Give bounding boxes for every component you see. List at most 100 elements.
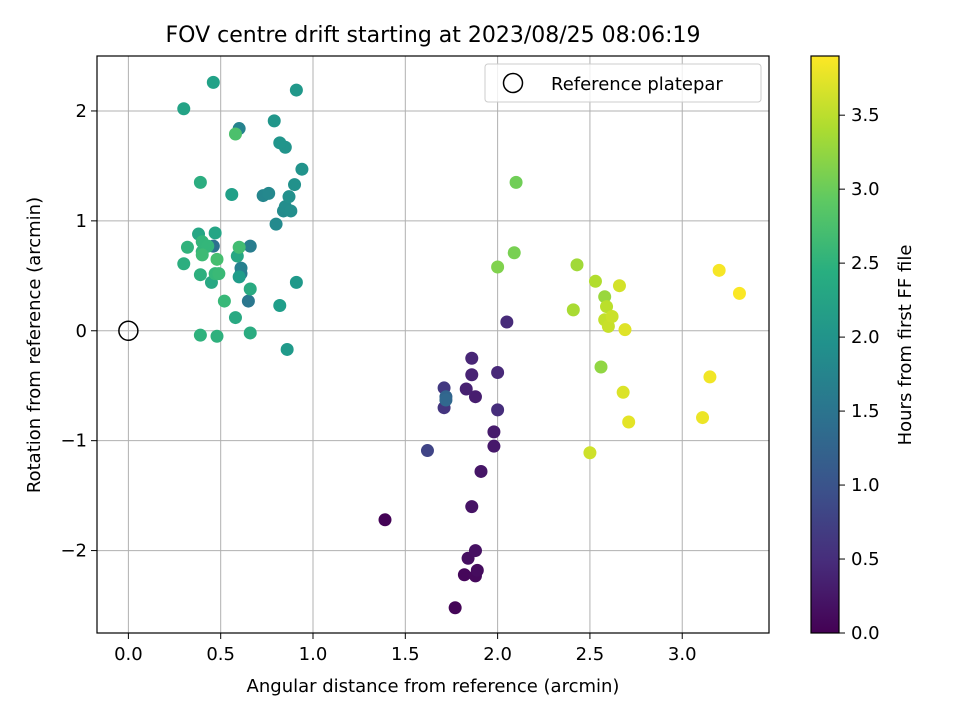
data-point bbox=[601, 319, 615, 333]
data-point bbox=[378, 513, 392, 527]
x-tick-label: 1.5 bbox=[391, 644, 420, 665]
x-axis-label: Angular distance from reference (arcmin) bbox=[247, 676, 620, 697]
data-point bbox=[208, 226, 222, 240]
data-point bbox=[468, 544, 482, 558]
data-point bbox=[468, 390, 482, 404]
legend-label: Reference platepar bbox=[551, 74, 723, 95]
data-point bbox=[600, 300, 614, 314]
data-point bbox=[566, 303, 580, 317]
data-point bbox=[243, 239, 257, 253]
data-point bbox=[487, 439, 501, 453]
legend-marker-reference bbox=[502, 72, 524, 94]
data-point bbox=[273, 136, 287, 150]
data-point bbox=[696, 411, 710, 425]
colorbar-tick-label: 3.5 bbox=[851, 105, 880, 126]
colorbar-tick-label: 0.0 bbox=[851, 623, 880, 644]
data-point bbox=[509, 175, 523, 189]
y-tick-label: 1 bbox=[76, 211, 87, 232]
data-point bbox=[228, 311, 242, 325]
colorbar-tick-label: 1.0 bbox=[851, 475, 880, 496]
data-point bbox=[193, 175, 207, 189]
colorbar-label: Hours from first FF file bbox=[895, 245, 916, 446]
data-point bbox=[206, 75, 220, 89]
data-point bbox=[616, 385, 630, 399]
data-point bbox=[177, 257, 191, 271]
y-axis-ticks: −2 −1 0 1 2 bbox=[60, 101, 97, 562]
colorbar: 0.0 0.5 1.0 1.5 2.0 2.5 3.0 3.5 Hours from firs… bbox=[810, 55, 916, 644]
data-point bbox=[470, 563, 484, 577]
data-point bbox=[273, 298, 287, 312]
data-point bbox=[269, 217, 283, 231]
reference-platepar-marker bbox=[118, 320, 139, 342]
data-point bbox=[243, 282, 257, 296]
data-point bbox=[241, 294, 255, 308]
data-point bbox=[491, 260, 505, 274]
data-point bbox=[583, 446, 597, 460]
data-point bbox=[605, 309, 619, 323]
x-tick-label: 0.0 bbox=[114, 644, 143, 665]
data-point bbox=[459, 382, 473, 396]
data-point bbox=[703, 370, 717, 384]
data-point bbox=[232, 240, 246, 254]
data-point bbox=[288, 178, 302, 192]
data-point bbox=[712, 263, 726, 277]
data-point bbox=[588, 274, 602, 288]
data-point bbox=[439, 393, 453, 407]
colorbar-tick-label: 1.5 bbox=[851, 401, 880, 422]
data-point bbox=[267, 114, 281, 128]
x-axis-ticks: 0.0 0.5 1.0 1.5 2.0 2.5 3.0 bbox=[114, 633, 697, 665]
data-point bbox=[284, 204, 298, 218]
grid bbox=[97, 56, 769, 633]
data-point bbox=[262, 186, 276, 200]
colorbar-tick-label: 3.0 bbox=[851, 179, 880, 200]
data-point bbox=[280, 342, 294, 356]
legend: Reference platepar bbox=[484, 63, 762, 103]
data-point bbox=[612, 279, 626, 293]
y-tick-label: −1 bbox=[60, 431, 87, 452]
data-point bbox=[225, 187, 239, 201]
data-point bbox=[232, 270, 246, 284]
data-point bbox=[622, 415, 636, 429]
colorbar-tick-label: 2.0 bbox=[851, 327, 880, 348]
data-point bbox=[594, 360, 608, 374]
data-point bbox=[618, 323, 632, 337]
data-point bbox=[210, 252, 224, 266]
colorbar-gradient bbox=[810, 55, 840, 634]
data-point bbox=[457, 568, 471, 582]
data-point bbox=[282, 190, 296, 204]
data-point bbox=[180, 240, 194, 254]
data-point bbox=[195, 248, 209, 262]
x-tick-label: 2.5 bbox=[576, 644, 605, 665]
colorbar-ticks: 0.0 0.5 1.0 1.5 2.0 2.5 3.0 3.5 bbox=[839, 105, 880, 644]
data-point bbox=[474, 464, 488, 478]
plot-frame bbox=[96, 55, 770, 634]
data-point bbox=[193, 268, 207, 282]
x-tick-label: 2.0 bbox=[483, 644, 512, 665]
data-point bbox=[500, 315, 514, 329]
data-point bbox=[210, 329, 224, 343]
data-point bbox=[491, 403, 505, 417]
data-point bbox=[732, 286, 746, 300]
colorbar-tick-label: 2.5 bbox=[851, 253, 880, 274]
data-point bbox=[598, 290, 612, 304]
data-point bbox=[193, 328, 207, 342]
data-point bbox=[465, 500, 479, 514]
data-point bbox=[228, 127, 242, 141]
data-point bbox=[243, 326, 257, 340]
y-tick-label: 0 bbox=[76, 321, 87, 342]
data-point bbox=[289, 83, 303, 97]
legend-box bbox=[484, 63, 762, 103]
x-tick-label: 0.5 bbox=[206, 644, 235, 665]
y-tick-label: 2 bbox=[76, 101, 87, 122]
colorbar-tick-label: 0.5 bbox=[851, 549, 880, 570]
data-point bbox=[570, 258, 584, 272]
chart-title: FOV centre drift starting at 2023/08/25 … bbox=[166, 23, 701, 48]
data-points bbox=[177, 75, 746, 615]
data-point bbox=[177, 102, 191, 116]
data-point bbox=[212, 267, 226, 281]
data-point bbox=[507, 246, 521, 260]
y-axis-label: Rotation from reference (arcmin) bbox=[24, 197, 45, 493]
data-point bbox=[289, 275, 303, 289]
data-point bbox=[491, 366, 505, 380]
